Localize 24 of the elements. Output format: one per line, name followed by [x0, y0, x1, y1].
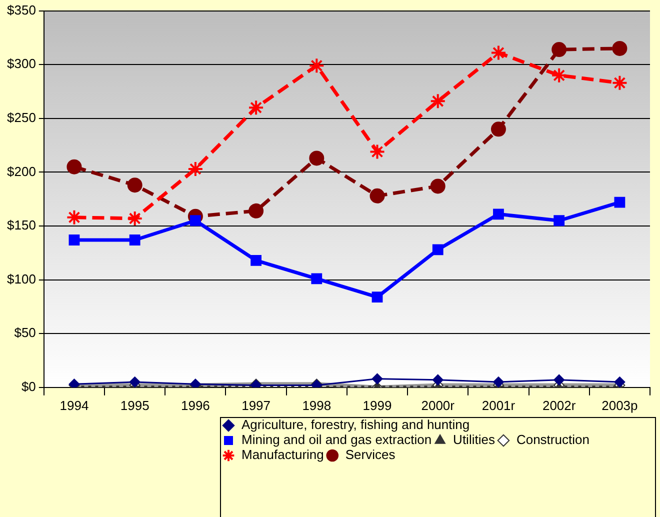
legend-label: Agriculture, forestry, fishing and hunting	[242, 417, 470, 432]
x-tick-label: 2001r	[482, 398, 516, 413]
x-tick-label: 2002r	[542, 398, 576, 413]
y-tick-label: $100	[7, 271, 36, 286]
y-tick-label: $0	[21, 378, 36, 394]
y-tick-label: $50	[14, 325, 36, 340]
x-tick-label: 1999	[362, 398, 392, 413]
x-tick-label: 1997	[242, 398, 271, 413]
y-tick-label: $200	[7, 164, 36, 179]
y-tick-label: $150	[7, 218, 36, 233]
y-tick-label: $250	[7, 110, 36, 125]
x-tick-label: 1996	[180, 398, 210, 413]
x-tick-label: 2000r	[421, 398, 456, 413]
legend-label: Utilities	[453, 432, 496, 448]
legend-label: Construction	[516, 432, 590, 448]
x-tick-label: 1995	[120, 398, 150, 413]
y-tick-label: $300	[7, 56, 36, 72]
x-tick-label: 2003p	[602, 398, 638, 413]
x-tick-label: 1994	[60, 398, 89, 413]
y-tick-label: $350	[7, 2, 36, 18]
legend-label: Manufacturing	[242, 447, 324, 462]
legend-label: Mining and oil and gas extraction	[242, 432, 432, 448]
legend-label: Services	[345, 447, 396, 462]
x-tick-label: 1998	[302, 398, 332, 413]
